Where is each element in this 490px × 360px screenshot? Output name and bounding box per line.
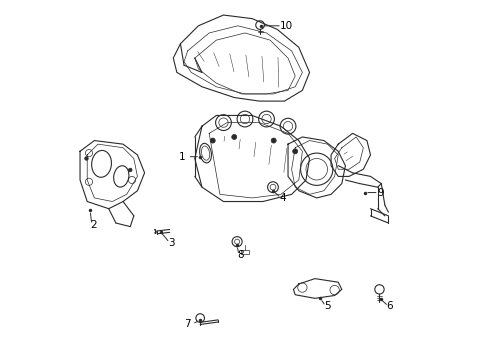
Text: 8: 8	[237, 250, 244, 260]
Text: 6: 6	[387, 301, 393, 311]
Text: 4: 4	[279, 193, 286, 203]
Circle shape	[85, 157, 88, 160]
Circle shape	[210, 138, 215, 143]
Text: 10: 10	[280, 21, 294, 31]
Text: 2: 2	[90, 220, 97, 230]
Text: 1: 1	[179, 152, 186, 162]
Circle shape	[128, 168, 132, 172]
Text: 3: 3	[168, 238, 174, 248]
Text: 9: 9	[377, 188, 384, 198]
Text: 7: 7	[184, 319, 191, 329]
Text: 5: 5	[324, 301, 331, 311]
Circle shape	[232, 134, 237, 139]
Circle shape	[271, 138, 276, 143]
Circle shape	[293, 149, 298, 154]
